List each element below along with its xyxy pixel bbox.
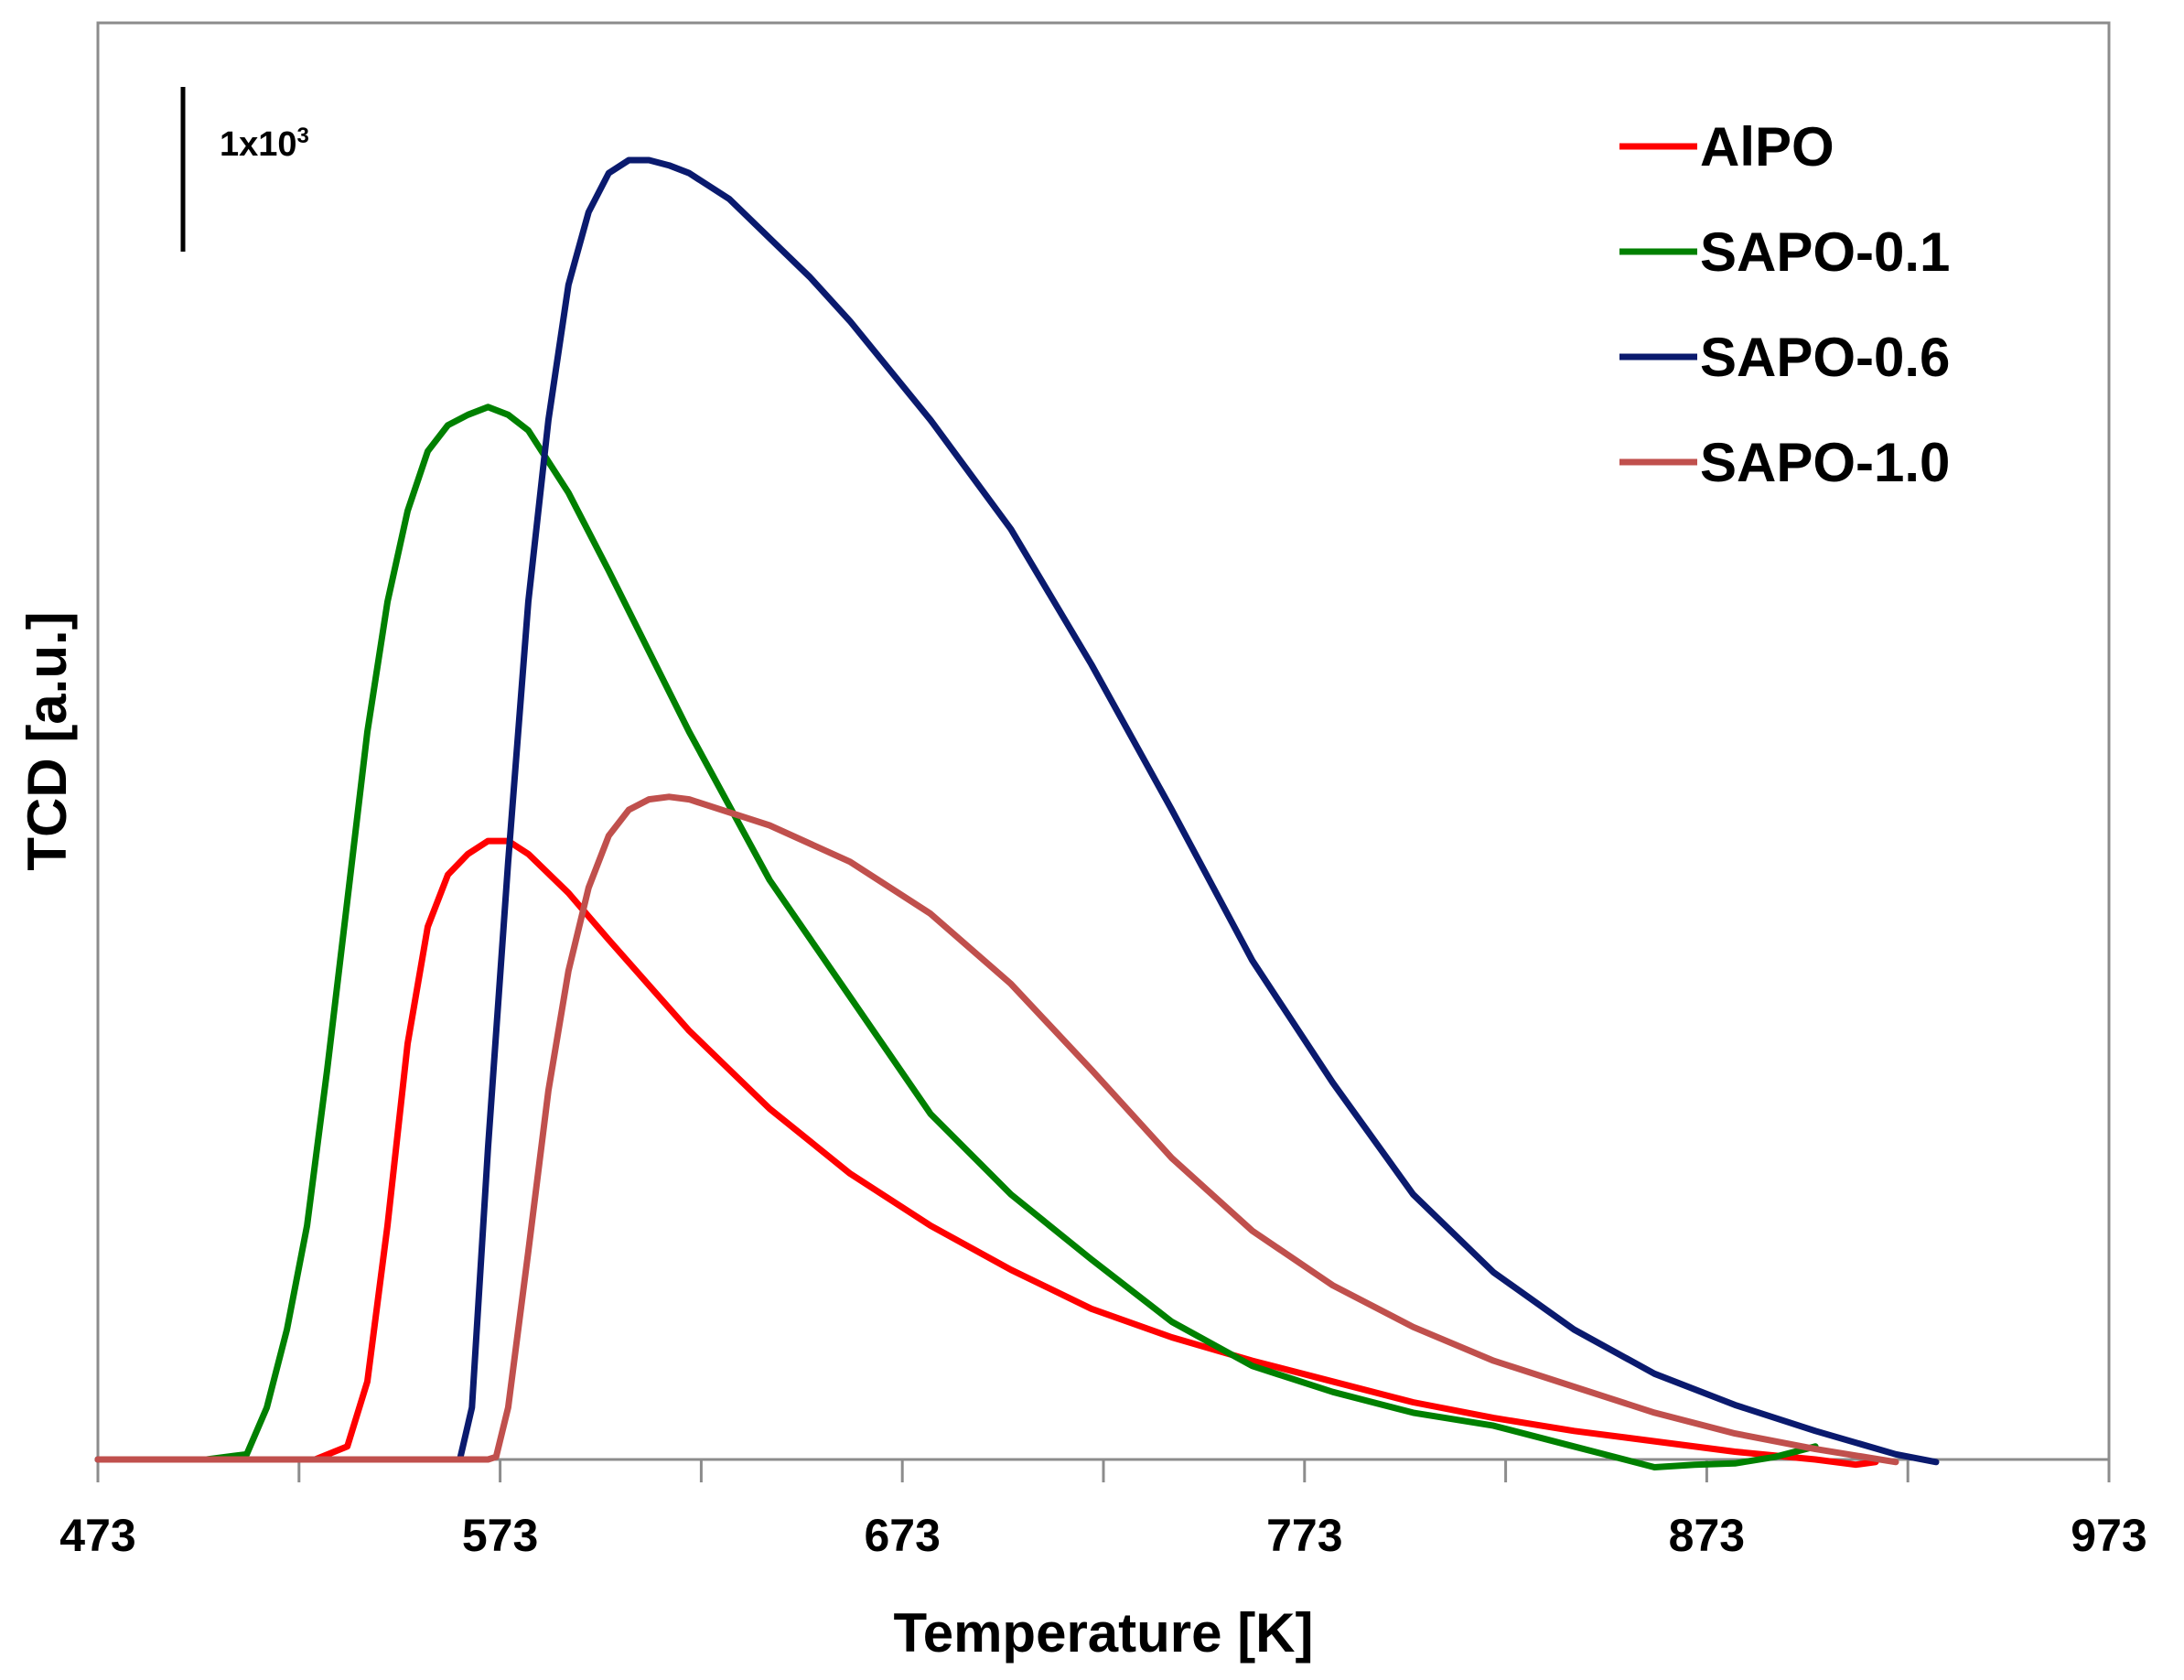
legend-label: AlPO [1700,116,1834,178]
scale-bar: 1x103 [180,87,309,252]
scale-bar-base: 1x10 [220,125,297,164]
series-line-alpo [94,837,1879,1469]
x-tick-label: 673 [864,1510,940,1561]
x-tick-label: 773 [1266,1510,1342,1561]
x-tick-label: 573 [462,1510,538,1561]
x-tick-label: 473 [59,1510,135,1561]
scale-bar-exponent: 3 [297,124,309,148]
y-axis-title: TCD [a.u.] [16,611,78,870]
x-ticks [96,1459,2111,1482]
x-tick-labels: 473 573 673 773 873 973 [59,1510,2146,1561]
legend-label: SAPO-0.6 [1700,327,1950,388]
legend: AlPO SAPO-0.1 SAPO-0.6 SAPO-1.0 [1619,116,1950,493]
series-lines [94,156,1940,1470]
x-tick-label: 873 [1669,1510,1745,1561]
series-line-sapo-1-0 [94,793,1899,1466]
x-axis-title: Temperature [K] [894,1602,1314,1664]
x-tick-label: 973 [2071,1510,2146,1561]
series-line-sapo-0-1 [94,404,1819,1470]
scale-bar-label: 1x103 [220,124,309,164]
legend-label: SAPO-0.1 [1700,221,1950,283]
series-line-sapo-0-6 [94,156,1940,1466]
legend-label: SAPO-1.0 [1700,432,1950,493]
